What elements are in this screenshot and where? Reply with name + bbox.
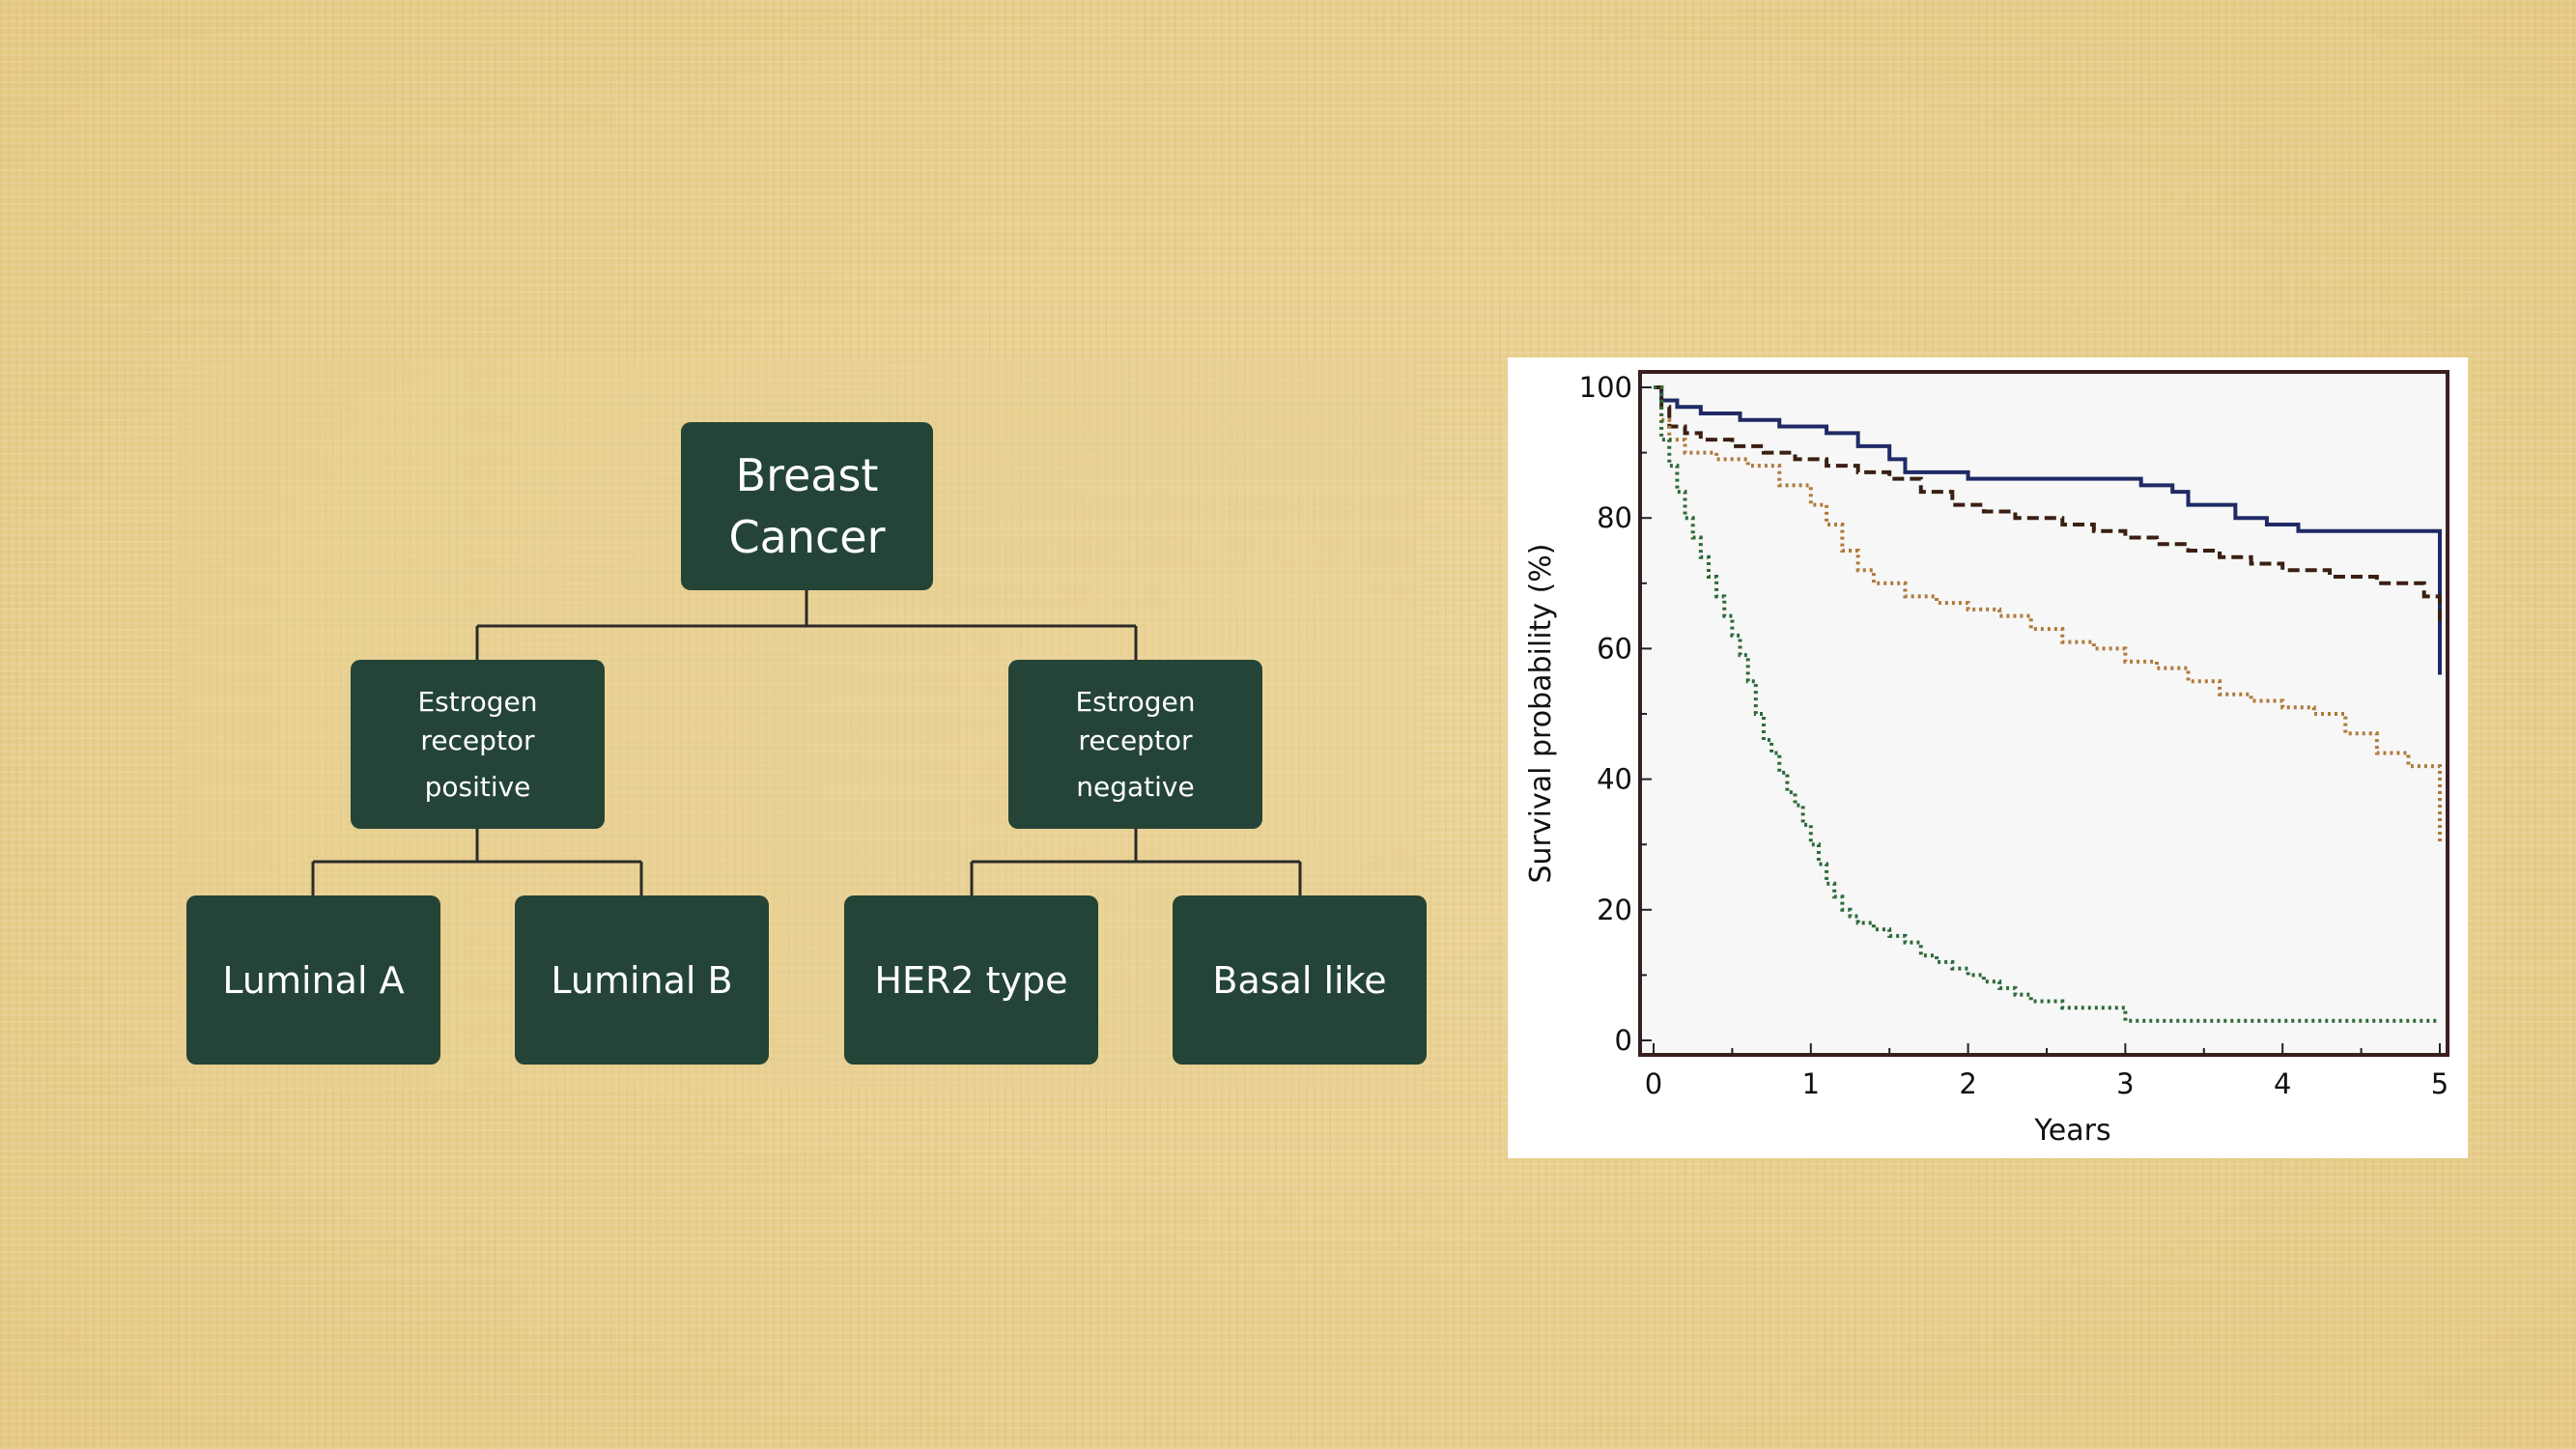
y-tick-label: 80 bbox=[1597, 501, 1632, 534]
er-positive-line3: positive bbox=[424, 770, 531, 803]
x-axis-title: Years bbox=[2033, 1114, 2110, 1148]
luminal-b-node: Luminal B bbox=[515, 895, 769, 1065]
luminal-a-node: Luminal A bbox=[186, 895, 440, 1065]
x-tick-label: 3 bbox=[2116, 1067, 2134, 1100]
er-positive-connector bbox=[311, 829, 643, 895]
survival-curve-3 bbox=[1654, 385, 2442, 845]
er-positive-line1: Estrogen bbox=[417, 685, 538, 718]
luminal-a-label: Luminal A bbox=[222, 958, 405, 1002]
basal-like-node: Basal like bbox=[1173, 895, 1427, 1065]
x-tick-label: 2 bbox=[1959, 1067, 1976, 1100]
survival-curve-1 bbox=[1654, 385, 2442, 675]
root-connector bbox=[475, 590, 1138, 660]
breast-cancer-line2: Cancer bbox=[728, 511, 886, 563]
x-tick-label: 1 bbox=[1802, 1067, 1820, 1100]
er-positive-node: Estrogen receptor positive bbox=[351, 660, 605, 829]
survival-chart: 0 20 40 60 80 100 0 1 2 3 4 5 Years Survival probabil… bbox=[1524, 370, 2449, 1148]
er-negative-line1: Estrogen bbox=[1075, 685, 1196, 718]
er-negative-node: Estrogen receptor negative bbox=[1008, 660, 1262, 829]
her2-type-label: HER2 type bbox=[874, 958, 1068, 1002]
survival-curve-4 bbox=[1654, 385, 2440, 1023]
x-tick-label: 0 bbox=[1645, 1067, 1662, 1100]
survival-curve-2 bbox=[1654, 385, 2442, 623]
er-negative-line2: receptor bbox=[1078, 724, 1193, 756]
basal-like-label: Basal like bbox=[1212, 958, 1387, 1002]
y-tick-label: 100 bbox=[1579, 371, 1632, 404]
x-tick-label: 4 bbox=[2274, 1067, 2291, 1100]
x-tick-label: 5 bbox=[2431, 1067, 2449, 1100]
her2-type-node: HER2 type bbox=[844, 895, 1098, 1065]
er-negative-line3: negative bbox=[1076, 770, 1195, 803]
survival-chart-panel: 0 20 40 60 80 100 0 1 2 3 4 5 Years Survival probabil… bbox=[1508, 357, 2468, 1158]
y-tick-label: 20 bbox=[1597, 894, 1632, 926]
y-tick-label: 40 bbox=[1597, 763, 1632, 796]
y-tick-label: 0 bbox=[1615, 1024, 1632, 1057]
plot-area bbox=[1638, 370, 2449, 1057]
breast-cancer-node: Breast Cancer bbox=[681, 422, 933, 590]
y-axis-title: Survival probability (%) bbox=[1524, 543, 1558, 883]
breast-cancer-line1: Breast bbox=[735, 449, 879, 501]
er-negative-connector bbox=[970, 829, 1302, 895]
er-positive-line2: receptor bbox=[420, 724, 535, 756]
y-tick-label: 60 bbox=[1597, 632, 1632, 665]
luminal-b-label: Luminal B bbox=[551, 958, 733, 1002]
